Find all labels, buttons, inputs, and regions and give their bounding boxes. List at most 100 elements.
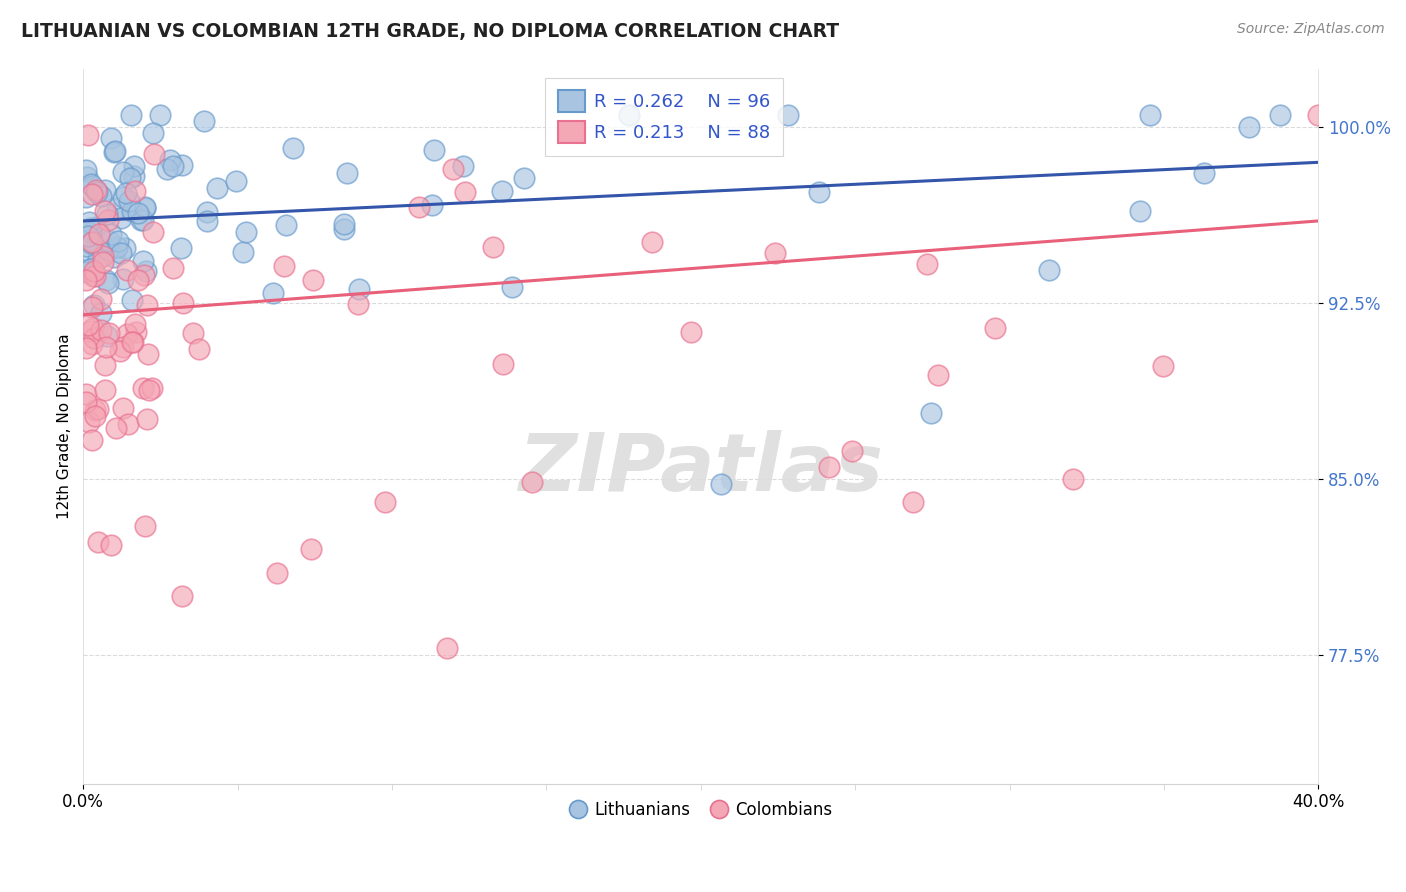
Point [132,268,155,282]
Point [136,347,159,361]
Point [80,245,103,260]
Point [94,273,117,287]
Point [110,343,132,358]
Point [79,178,101,192]
Point [75,238,97,252]
Point [125,325,148,339]
Point [132,213,155,227]
Point [710,476,733,491]
Point [93,204,115,219]
Point [679,326,702,340]
Point [87,252,110,266]
Point [1062,472,1084,486]
Point [80,261,103,276]
Point [96,329,118,343]
Point [111,272,134,286]
Point [114,241,136,255]
Point [75,163,97,178]
Point [1194,166,1216,180]
Point [188,342,211,356]
Point [136,412,159,426]
Point [82,321,104,335]
Point [105,420,128,434]
Point [103,145,125,159]
Point [87,534,110,549]
Point [121,293,143,307]
Point [148,108,170,122]
Point [79,325,101,339]
Text: Source: ZipAtlas.com: Source: ZipAtlas.com [1237,22,1385,37]
Point [129,212,152,227]
Point [374,495,396,509]
Point [170,241,193,255]
Point [142,225,165,239]
Point [1152,359,1174,373]
Point [136,297,159,311]
Point [75,394,97,409]
Point [83,331,105,345]
Point [75,190,97,204]
Point [83,402,105,417]
Text: ZIPatlas: ZIPatlas [519,430,883,508]
Point [90,189,112,203]
Point [491,185,513,199]
Point [266,566,288,580]
Point [408,200,430,214]
Point [142,146,165,161]
Point [170,158,193,172]
Point [80,336,103,351]
Point [763,246,786,260]
Point [98,234,121,248]
Point [451,159,474,173]
Point [162,260,184,275]
Point [111,340,134,354]
Point [120,108,142,122]
Point [115,263,138,277]
Point [641,235,664,250]
Point [984,321,1007,335]
Point [423,144,446,158]
Point [79,261,101,276]
Point [79,214,101,228]
Point [134,518,156,533]
Point [97,326,120,340]
Point [107,234,129,248]
Point [172,296,194,310]
Point [513,171,536,186]
Point [333,217,356,231]
Point [141,381,163,395]
Point [75,341,97,355]
Point [124,160,146,174]
Point [142,126,165,140]
Point [90,306,112,320]
Point [82,179,104,194]
Point [82,268,104,283]
Point [122,335,145,350]
Point [520,475,543,490]
Point [76,318,98,332]
Point [80,300,103,314]
Point [124,184,146,198]
Point [124,318,146,332]
Point [94,384,117,398]
Point [83,264,105,278]
Point [162,159,184,173]
Point [100,131,122,145]
Point [91,255,114,269]
Point [87,402,110,417]
Point [436,640,458,655]
Point [96,341,118,355]
Point [346,297,368,311]
Point [1268,108,1291,122]
Point [83,298,105,312]
Point [1139,108,1161,122]
Point [347,281,370,295]
Point [79,220,101,235]
Point [110,211,132,225]
Point [1038,263,1060,277]
Point [481,240,503,254]
Point [100,227,122,241]
Point [90,292,112,306]
Point [302,273,325,287]
Point [105,201,128,215]
